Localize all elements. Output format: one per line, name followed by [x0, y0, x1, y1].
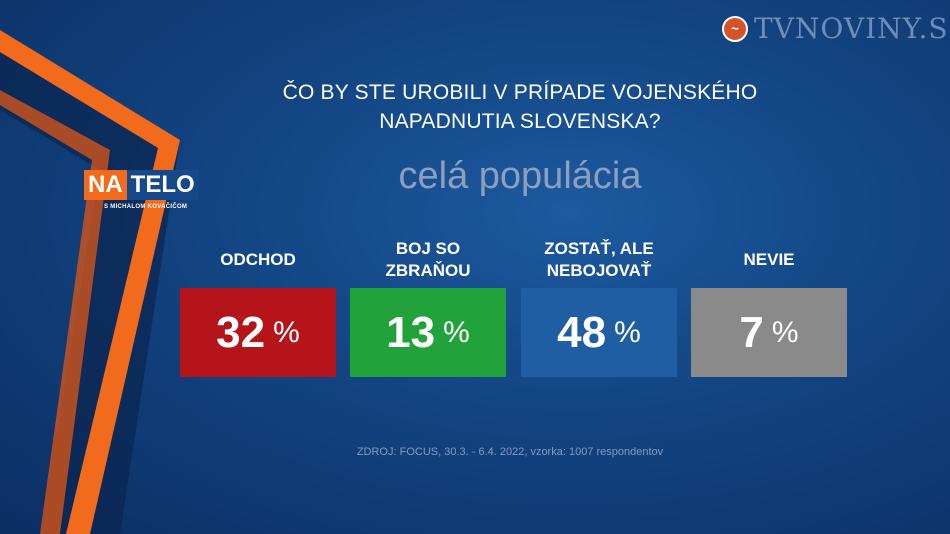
category-label: ODCHOD — [180, 232, 336, 288]
percent-sign: % — [443, 315, 470, 349]
result-column: NEVIE 7% — [691, 232, 847, 377]
result-column: BOJ SO ZBRAŇOU 13% — [350, 232, 506, 377]
show-subtitle: S MICHALOM KOVAČIČOM — [104, 204, 188, 210]
show-logo-na: NA — [84, 170, 127, 200]
category-label-line: ODCHOD — [220, 250, 296, 269]
source-note: ZDROJ: FOCUS, 30.3. - 6.4. 2022, vzorka:… — [356, 446, 664, 458]
category-label: NEVIE — [691, 232, 847, 288]
value-label: 13 — [386, 307, 436, 357]
category-label-line: ZBRAŇOU — [385, 261, 471, 280]
result-column: ODCHOD 32% — [180, 232, 336, 377]
tvnoviny-icon: ~ — [722, 15, 748, 42]
show-logo: NA TELO — [84, 170, 199, 200]
show-logo-telo: TELO — [126, 170, 199, 200]
value-tile: 13% — [350, 288, 506, 377]
value-tile: 48% — [521, 288, 677, 377]
category-label-line: ZOSTAŤ, ALE — [544, 239, 654, 258]
chart-subtitle: celá populácia — [398, 155, 642, 197]
value-tile: 32% — [180, 288, 336, 377]
percent-sign: % — [614, 315, 641, 349]
category-label: BOJ SO ZBRAŇOU — [350, 232, 506, 288]
value-label: 48 — [557, 307, 607, 357]
title-line-1: ČO BY STE UROBILI V PRÍPADE VOJENSKÉHO — [282, 81, 758, 104]
value-tile: 7% — [691, 288, 847, 377]
tvnoviny-logo: ~ TVNOVINY.SK — [722, 12, 950, 45]
percent-sign: % — [771, 315, 799, 349]
site-name: TVNOVINY.SK — [754, 12, 950, 45]
value-label: 7 — [739, 307, 764, 357]
chart-title: ČO BY STE UROBILI V PRÍPADE VOJENSKÉHO N… — [230, 78, 810, 136]
category-label-line: NEVIE — [743, 250, 795, 269]
percent-sign: % — [273, 315, 300, 349]
title-line-2: NAPADNUTIA SLOVENSKA? — [379, 110, 661, 133]
category-label-line: NEBOJOVAŤ — [546, 261, 652, 280]
category-label-line: BOJ SO — [395, 239, 461, 258]
value-label: 32 — [216, 307, 266, 357]
result-column: ZOSTAŤ, ALE NEBOJOVAŤ 48% — [521, 232, 677, 377]
category-label: ZOSTAŤ, ALE NEBOJOVAŤ — [521, 232, 677, 288]
